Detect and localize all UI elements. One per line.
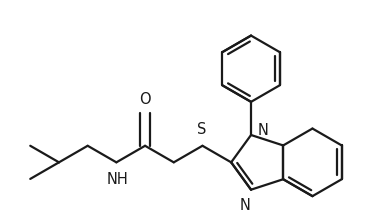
Text: N: N (240, 198, 250, 213)
Text: O: O (139, 91, 151, 107)
Text: S: S (197, 122, 206, 137)
Text: N: N (257, 123, 268, 138)
Text: NH: NH (106, 172, 128, 187)
